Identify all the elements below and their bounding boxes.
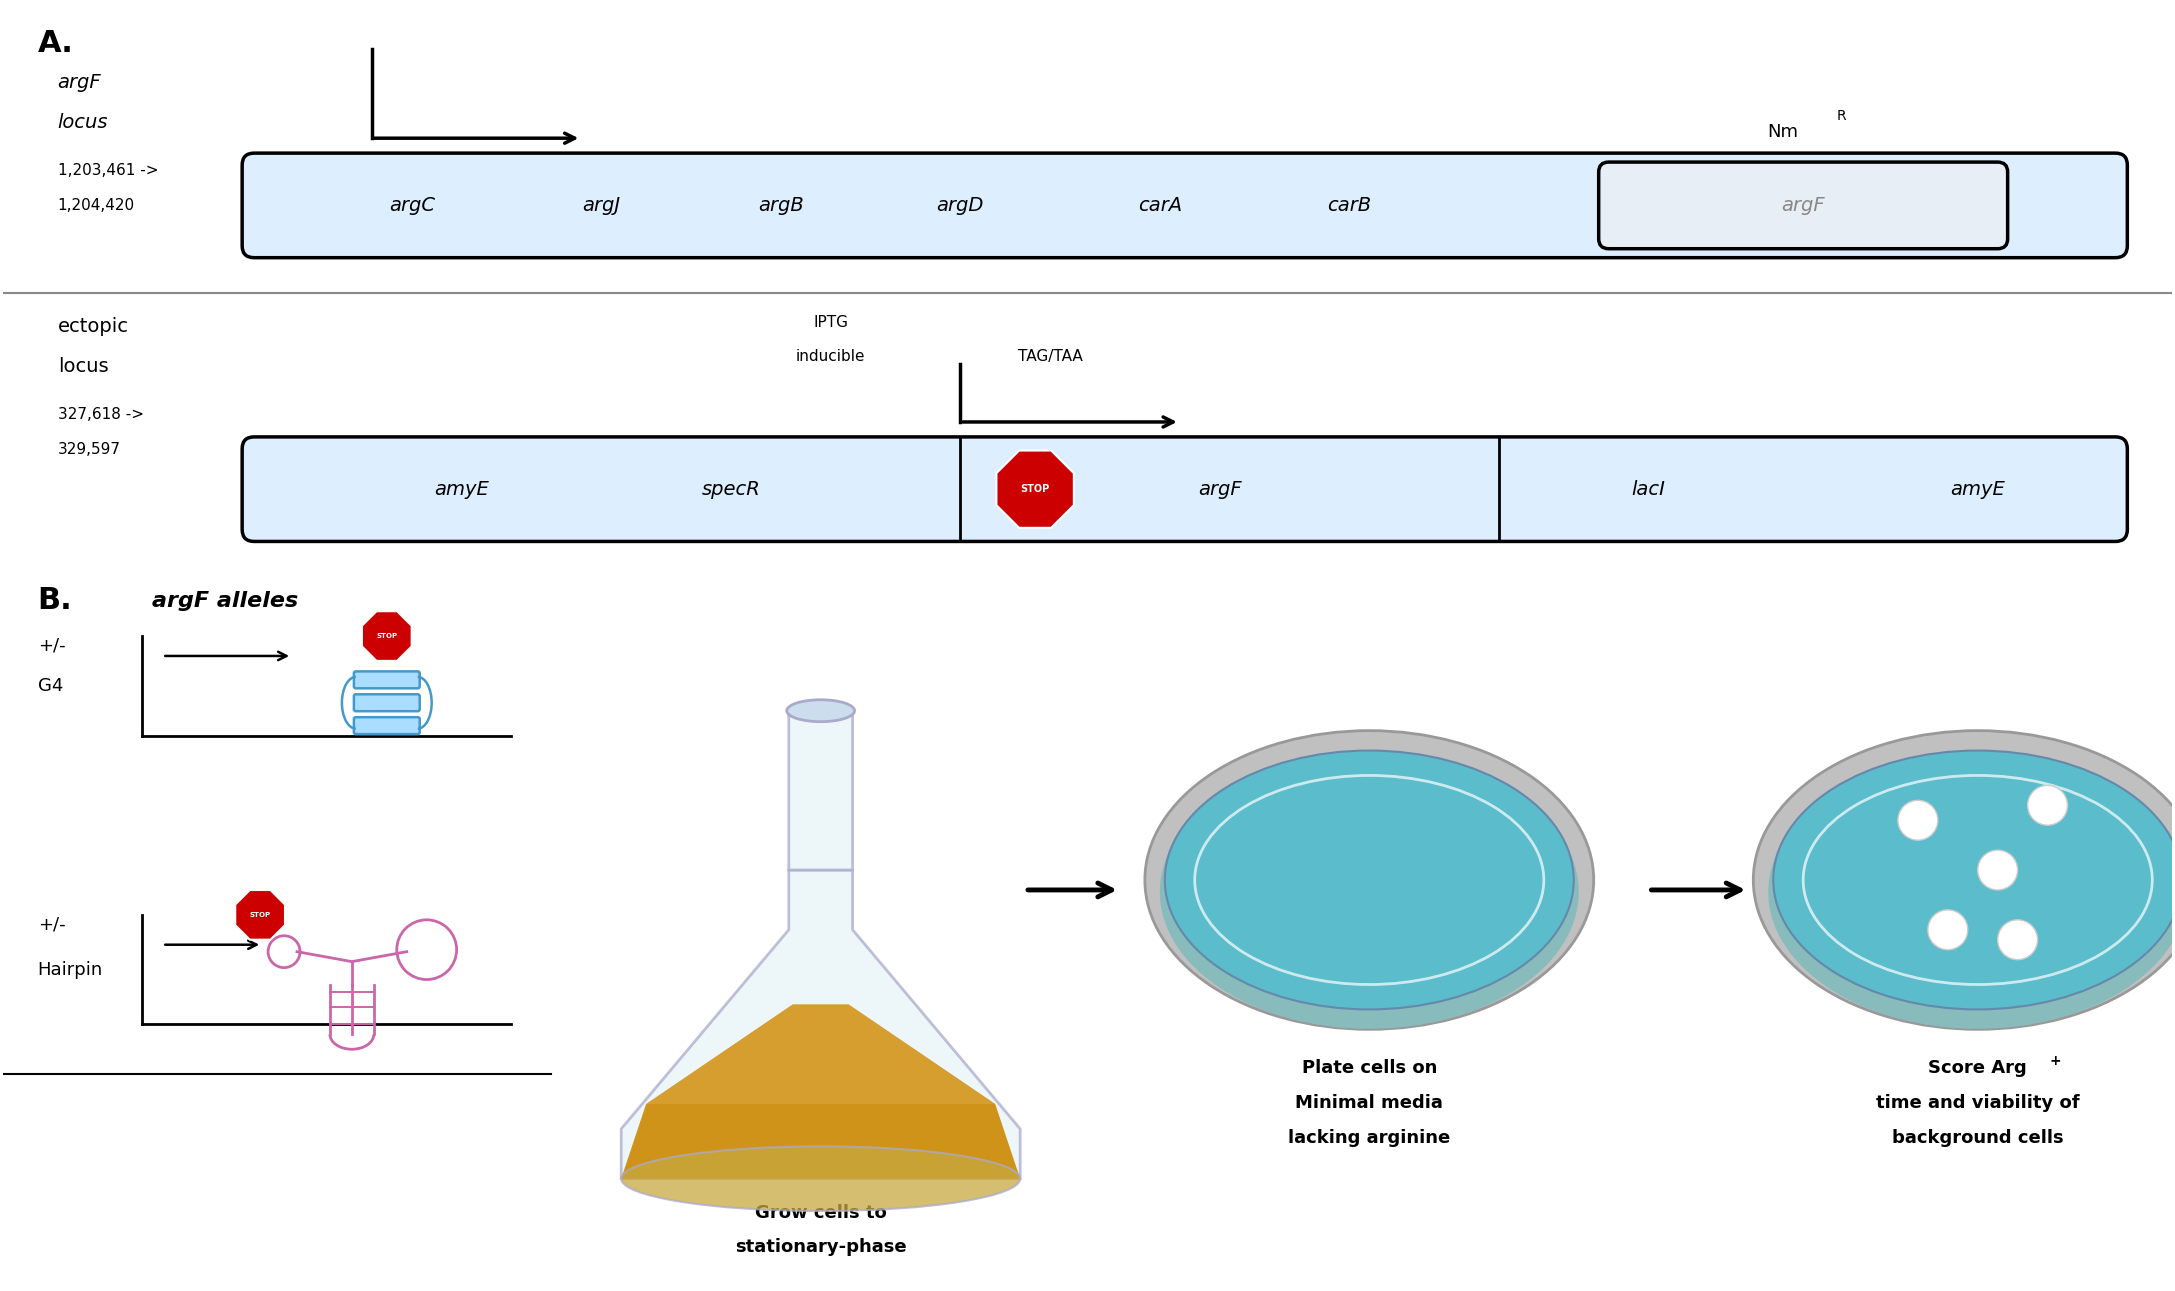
- Circle shape: [1927, 910, 1968, 950]
- Polygon shape: [622, 1004, 1020, 1179]
- FancyBboxPatch shape: [1599, 163, 2008, 249]
- Circle shape: [1977, 849, 2018, 889]
- Ellipse shape: [787, 700, 855, 722]
- Text: time and viability of: time and viability of: [1875, 1093, 2079, 1112]
- Polygon shape: [996, 451, 1074, 528]
- Circle shape: [1997, 919, 2038, 959]
- Polygon shape: [235, 889, 285, 940]
- Text: Grow cells to: Grow cells to: [755, 1203, 887, 1221]
- Text: +: +: [2049, 1055, 2062, 1068]
- FancyBboxPatch shape: [355, 671, 420, 688]
- Text: locus: locus: [57, 358, 109, 376]
- Text: argF: argF: [1781, 196, 1825, 214]
- Text: Plate cells on: Plate cells on: [1301, 1059, 1438, 1077]
- Text: background cells: background cells: [1892, 1128, 2064, 1146]
- FancyBboxPatch shape: [355, 718, 420, 735]
- Circle shape: [1899, 800, 1938, 840]
- Text: STOP: STOP: [1020, 484, 1051, 494]
- Text: Hairpin: Hairpin: [37, 961, 102, 979]
- Text: carA: carA: [1138, 196, 1181, 214]
- FancyBboxPatch shape: [790, 711, 853, 870]
- FancyBboxPatch shape: [355, 695, 420, 711]
- Text: Nm: Nm: [1766, 123, 1799, 141]
- Text: argF: argF: [57, 74, 102, 93]
- Text: 1,203,461 ->: 1,203,461 ->: [57, 163, 159, 178]
- Text: inducible: inducible: [796, 350, 866, 364]
- Text: amyE: amyE: [1951, 480, 2005, 498]
- Ellipse shape: [1166, 750, 1575, 1010]
- Ellipse shape: [1773, 750, 2175, 1010]
- Text: locus: locus: [57, 114, 109, 132]
- Text: argC: argC: [389, 196, 435, 214]
- Ellipse shape: [1159, 755, 1579, 1029]
- Polygon shape: [622, 870, 1020, 1179]
- Text: argF: argF: [1198, 480, 1242, 498]
- Text: STOP: STOP: [376, 633, 398, 639]
- Text: Score Arg: Score Arg: [1929, 1059, 2027, 1077]
- Text: argF alleles: argF alleles: [152, 591, 298, 611]
- Text: argJ: argJ: [583, 196, 620, 214]
- Text: specR: specR: [703, 480, 761, 498]
- Text: argD: argD: [937, 196, 983, 214]
- Text: TAG/TAA: TAG/TAA: [1018, 350, 1083, 364]
- FancyBboxPatch shape: [241, 436, 2127, 541]
- Text: +/-: +/-: [37, 636, 65, 655]
- Text: argB: argB: [757, 196, 803, 214]
- Circle shape: [2027, 785, 2068, 825]
- Text: STOP: STOP: [250, 911, 270, 918]
- Text: lacI: lacI: [1631, 480, 1666, 498]
- Text: lacking arginine: lacking arginine: [1288, 1128, 1451, 1146]
- Ellipse shape: [1768, 755, 2175, 1029]
- Text: 329,597: 329,597: [57, 442, 120, 457]
- Text: B.: B.: [37, 586, 72, 616]
- Polygon shape: [361, 611, 411, 661]
- Text: G4: G4: [37, 676, 63, 695]
- Text: amyE: amyE: [435, 480, 489, 498]
- Text: +/-: +/-: [37, 915, 65, 933]
- Ellipse shape: [1144, 731, 1594, 1029]
- Ellipse shape: [622, 1146, 1020, 1211]
- Ellipse shape: [1753, 731, 2175, 1029]
- Text: A.: A.: [37, 28, 74, 58]
- Text: 1,204,420: 1,204,420: [57, 198, 135, 213]
- Text: IPTG: IPTG: [813, 315, 848, 330]
- Text: R: R: [1836, 110, 1847, 123]
- Text: carB: carB: [1327, 196, 1372, 214]
- Text: Minimal media: Minimal media: [1296, 1093, 1444, 1112]
- FancyBboxPatch shape: [241, 154, 2127, 258]
- Text: stationary-phase: stationary-phase: [735, 1238, 907, 1256]
- Text: ectopic: ectopic: [57, 318, 128, 337]
- Text: 327,618 ->: 327,618 ->: [57, 407, 144, 422]
- Polygon shape: [646, 1004, 996, 1104]
